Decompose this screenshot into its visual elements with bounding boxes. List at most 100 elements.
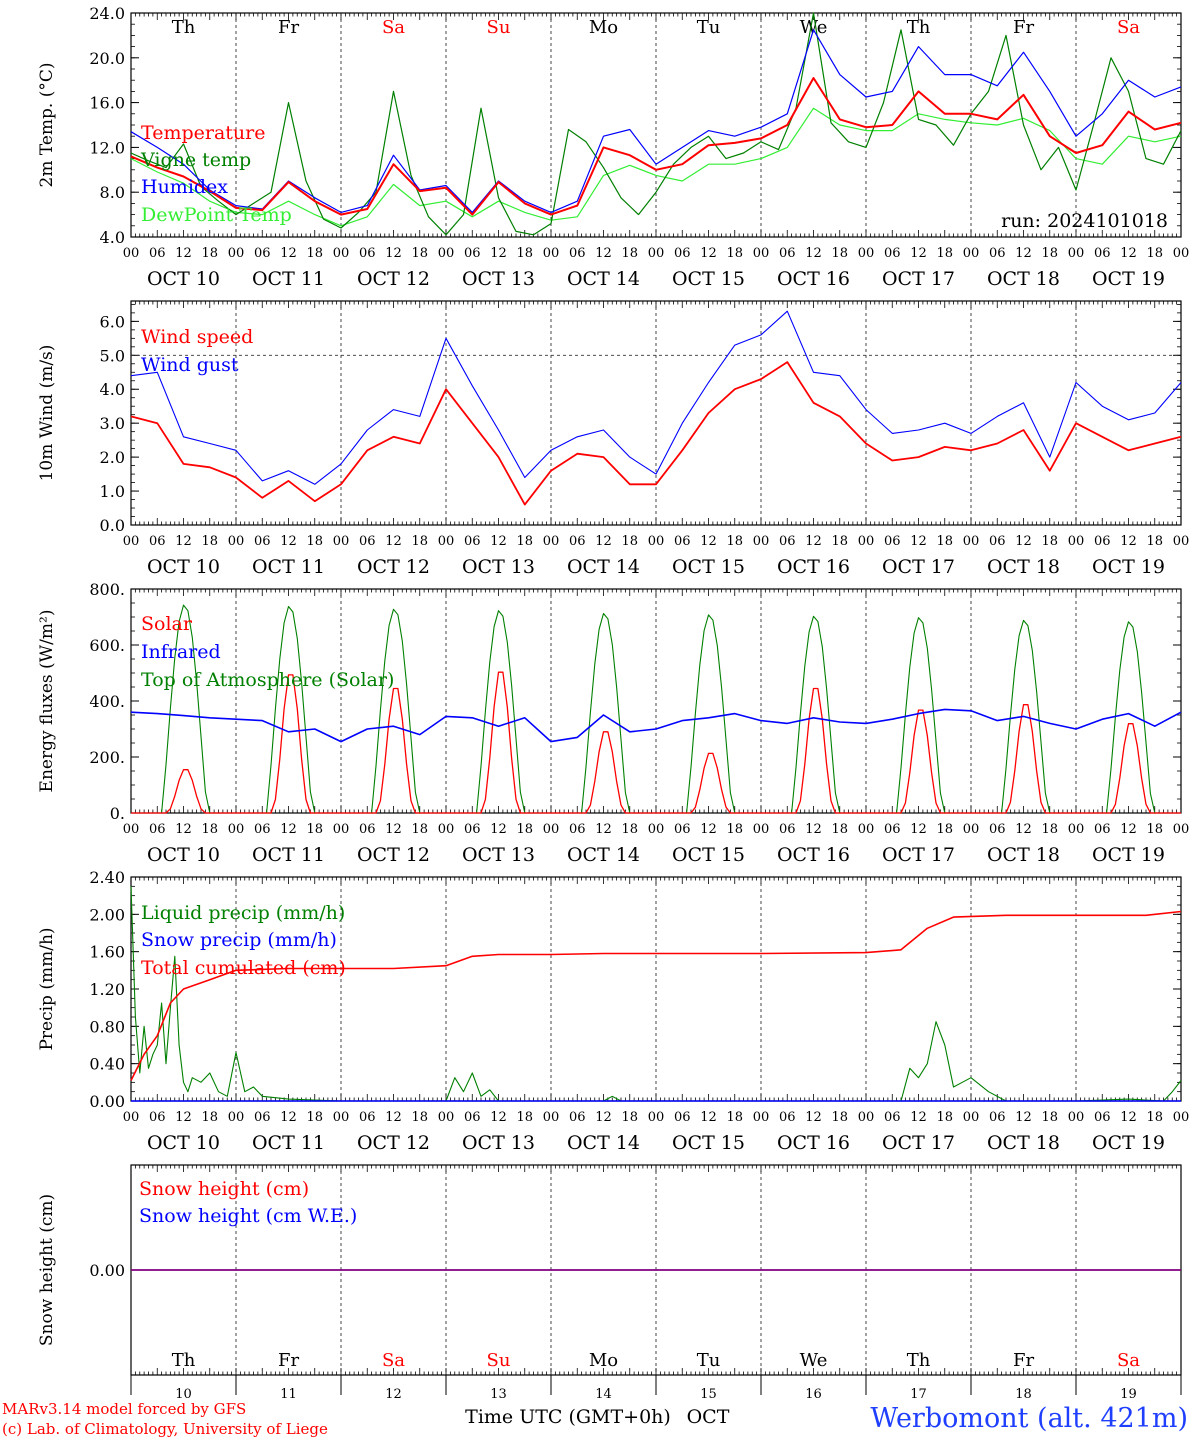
hour-tick-label: 18	[726, 246, 743, 261]
legend-entry: DewPoint Temp	[141, 204, 292, 226]
hour-tick-label: 06	[569, 246, 586, 261]
legend-entry: Snow height (cm)	[139, 1178, 309, 1200]
hour-tick-label: 12	[1120, 534, 1137, 549]
y-tick-label: 0.00	[89, 1092, 125, 1111]
date-label: OCT 10	[147, 1132, 220, 1154]
hour-tick-label: 18	[831, 822, 848, 837]
hour-tick-label: 12	[280, 822, 297, 837]
hour-tick-label: 00	[333, 534, 350, 549]
hour-tick-label: 00	[753, 822, 770, 837]
y-tick-label: 0.80	[89, 1017, 125, 1036]
date-label: OCT 12	[357, 844, 430, 866]
legend-entry: Snow precip (mm/h)	[141, 929, 337, 951]
y-tick-label: 8.0	[100, 183, 125, 202]
hour-tick-label: 12	[910, 534, 927, 549]
hour-tick-label: 18	[831, 246, 848, 261]
date-label: OCT 15	[672, 844, 745, 866]
y-axis-label: Energy fluxes (W/m²)	[37, 610, 57, 793]
hour-tick-label: 18	[1041, 822, 1058, 837]
y-tick-label: 6.0	[100, 312, 125, 331]
hour-tick-label: 06	[149, 1110, 166, 1125]
hour-tick-label: 00	[1068, 246, 1085, 261]
hour-tick-label: 06	[884, 534, 901, 549]
weekday-label: Mo	[589, 1350, 618, 1371]
day-number: 17	[910, 1387, 927, 1402]
hour-tick-label: 00	[333, 822, 350, 837]
hour-tick-label: 12	[805, 246, 822, 261]
y-tick-label: 5.0	[100, 346, 125, 365]
hour-tick-label: 00	[1173, 822, 1190, 837]
hour-tick-label: 18	[201, 534, 218, 549]
hour-tick-label: 00	[123, 1110, 140, 1125]
hour-tick-label: 00	[648, 246, 665, 261]
hour-tick-label: 06	[149, 534, 166, 549]
panel-precip: 2.40 2.00 1.60 1.20 0.80 0.40 0.00 Precip (mm/h…	[37, 868, 1189, 1154]
y-axis-label: 10m Wind (m/s)	[37, 345, 57, 482]
hour-tick-label: 18	[936, 1110, 953, 1125]
credit-line-1: MARv3.14 model forced by GFS	[2, 1400, 246, 1418]
day-number: 15	[700, 1387, 717, 1402]
hour-tick-label: 18	[621, 1110, 638, 1125]
date-label: OCT 18	[987, 844, 1060, 866]
y-tick-label: 12.0	[89, 138, 125, 157]
series-line	[130, 107, 1182, 227]
date-label: OCT 11	[252, 556, 325, 578]
hour-tick-label: 06	[989, 246, 1006, 261]
hour-tick-label: 18	[201, 822, 218, 837]
hour-tick-label: 00	[1173, 1110, 1190, 1125]
day-number: 19	[1120, 1387, 1137, 1402]
hour-tick-label: 00	[1068, 822, 1085, 837]
legend-entry: Total cumulated (cm)	[141, 957, 346, 979]
hour-tick-label: 12	[490, 822, 507, 837]
hour-tick-label: 12	[700, 822, 717, 837]
date-label: OCT 13	[462, 1132, 535, 1154]
weekday-label: Tu	[697, 17, 721, 38]
hour-tick-label: 06	[464, 1110, 481, 1125]
date-label: OCT 19	[1092, 556, 1165, 578]
y-tick-label: 1.60	[89, 943, 125, 962]
hour-tick-label: 12	[175, 534, 192, 549]
hour-tick-label: 06	[464, 246, 481, 261]
date-label: OCT 12	[357, 268, 430, 290]
date-label: OCT 16	[777, 1132, 850, 1154]
y-tick-label: 0.00	[89, 1261, 125, 1280]
hour-tick-label: 12	[1015, 246, 1032, 261]
hour-tick-label: 00	[1173, 534, 1190, 549]
date-label: OCT 10	[147, 268, 220, 290]
hour-tick-label: 18	[516, 822, 533, 837]
day-number: 12	[385, 1387, 402, 1402]
day-number: 10	[175, 1387, 192, 1402]
hour-tick-label: 06	[1094, 534, 1111, 549]
hour-tick-label: 06	[884, 822, 901, 837]
series-line	[130, 708, 1182, 743]
hour-tick-label: 18	[1041, 1110, 1058, 1125]
hour-tick-label: 18	[936, 246, 953, 261]
hour-tick-label: 12	[910, 1110, 927, 1125]
hour-tick-label: 00	[963, 822, 980, 837]
date-label: OCT 14	[567, 1132, 640, 1154]
y-tick-label: 600.	[89, 636, 125, 655]
hour-tick-label: 12	[1015, 822, 1032, 837]
panel-wind: 6.0 5.0 4.0 3.0 2.0 1.0 0.0 10m Wind (m/s) 00 06 1…	[37, 300, 1190, 578]
hour-tick-label: 18	[1041, 534, 1058, 549]
legend-entry: Wind speed	[141, 326, 253, 348]
hour-tick-label: 06	[254, 246, 271, 261]
date-label: OCT 18	[987, 1132, 1060, 1154]
hour-tick-label: 06	[359, 534, 376, 549]
hour-tick-label: 12	[1120, 822, 1137, 837]
hour-tick-label: 18	[411, 246, 428, 261]
legend-entry: Temperature	[141, 122, 265, 144]
date-label: OCT 15	[672, 1132, 745, 1154]
date-label: OCT 17	[882, 844, 955, 866]
hour-tick-label: 12	[490, 1110, 507, 1125]
hour-tick-label: 06	[1094, 246, 1111, 261]
hour-tick-label: 18	[516, 1110, 533, 1125]
hour-tick-label: 18	[1146, 246, 1163, 261]
credit-line-2: (c) Lab. of Climatology, University of L…	[2, 1420, 328, 1438]
y-tick-label: 0.40	[89, 1055, 125, 1074]
hour-tick-label: 00	[123, 246, 140, 261]
date-label: OCT 10	[147, 844, 220, 866]
hour-tick-label: 06	[1094, 1110, 1111, 1125]
hour-tick-label: 18	[621, 534, 638, 549]
legend-entry: Top of Atmosphere (Solar)	[141, 669, 394, 691]
